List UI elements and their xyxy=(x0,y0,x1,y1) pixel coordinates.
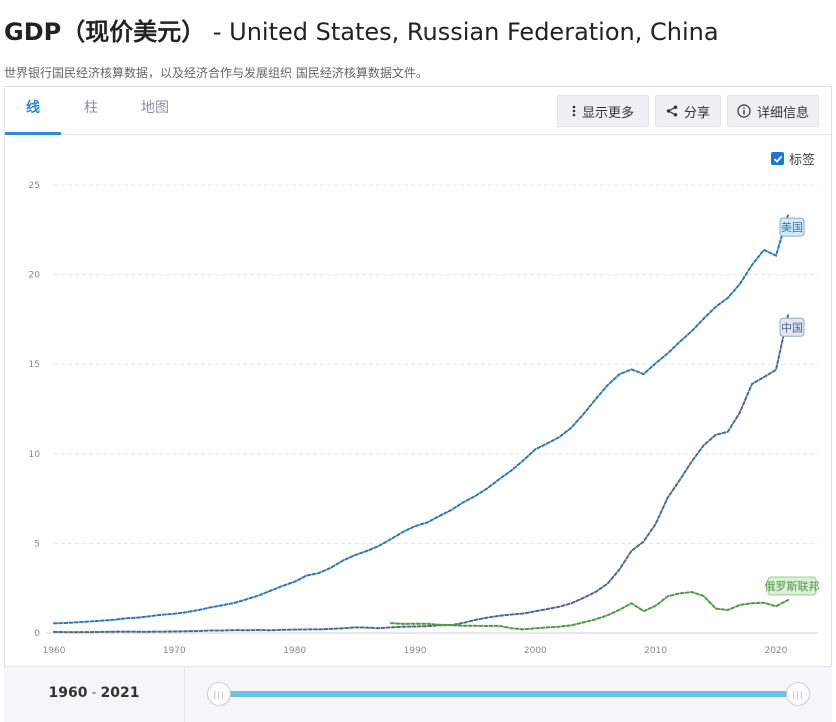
tab-line[interactable]: 线 xyxy=(5,87,61,135)
year-slider-start-handle[interactable]: ||| xyxy=(207,682,231,706)
view-tabs: 线 柱 地图 显示更多 分享 详细信息 xyxy=(5,87,831,135)
label-toggle[interactable]: 标签 xyxy=(771,149,815,168)
chart-panel: 线 柱 地图 显示更多 分享 详细信息 标签 0 5 10 15 20 25 1960 197… xyxy=(4,86,832,722)
y-tick-label: 20 xyxy=(29,271,41,281)
x-tick-label: 2020 xyxy=(765,646,788,656)
range-start: 1960 xyxy=(48,685,88,701)
y-tick-label: 5 xyxy=(34,539,40,549)
info-icon xyxy=(737,104,751,118)
series-line-1 xyxy=(53,314,789,634)
year-slider-track[interactable] xyxy=(220,691,796,697)
y-tick-label: 25 xyxy=(29,181,40,191)
show-more-button[interactable]: 显示更多 xyxy=(557,95,649,127)
x-tick-label: 1970 xyxy=(163,646,186,656)
y-tick-label: 15 xyxy=(29,360,40,370)
series-line-0 xyxy=(53,214,789,625)
grip-icon: ||| xyxy=(792,689,804,699)
details-button[interactable]: 详细信息 xyxy=(727,95,819,127)
tab-map[interactable]: 地图 xyxy=(141,100,169,116)
series-tag-box-1 xyxy=(779,317,805,337)
x-tick-label: 2000 xyxy=(524,646,547,656)
range-footer: 1960-2021 ||| ||| xyxy=(4,666,832,722)
x-tick-label: 2010 xyxy=(644,646,667,656)
label-toggle-text: 标签 xyxy=(789,153,816,168)
year-range: 1960-2021 xyxy=(4,667,185,722)
checkmark-icon xyxy=(773,155,782,163)
page-title-countries: - United States, Russian Federation, Chi… xyxy=(205,18,719,46)
page-title: GDP（现价美元） - United States, Russian Feder… xyxy=(4,12,719,47)
x-tick-label: 1980 xyxy=(283,646,306,656)
series-tag-box-2 xyxy=(767,576,817,596)
series-tag-label-0: 美国 xyxy=(781,221,803,234)
range-end: 2021 xyxy=(100,685,140,701)
source-note: 世界银行国民经济核算数据，以及经济合作与发展组织 国民经济核算数据文件。 xyxy=(4,66,428,80)
series-tag-label-1: 中国 xyxy=(781,321,803,334)
share-label: 分享 xyxy=(683,105,710,121)
grip-icon: ||| xyxy=(213,689,225,699)
range-separator: - xyxy=(91,685,97,701)
tab-bar[interactable]: 柱 xyxy=(84,100,98,116)
year-slider-end-handle[interactable]: ||| xyxy=(786,682,810,706)
share-button[interactable]: 分享 xyxy=(655,95,721,127)
details-label: 详细信息 xyxy=(756,105,809,121)
series-tag-label-2: 俄罗斯联邦 xyxy=(765,580,820,593)
label-checkbox[interactable] xyxy=(771,152,784,165)
share-icon xyxy=(666,105,678,117)
page-title-indicator: GDP（现价美元） xyxy=(4,18,206,46)
y-tick-label: 10 xyxy=(29,450,41,460)
x-tick-label: 1960 xyxy=(43,646,66,656)
chart-area: 标签 0 5 10 15 20 25 1960 1970 1980 1990 2000 2010 202… xyxy=(5,135,831,667)
more-vertical-icon xyxy=(572,105,576,117)
x-tick-label: 1990 xyxy=(404,646,427,656)
series-line-2 xyxy=(389,590,789,631)
line-chart: 0 5 10 15 20 25 1960 1970 1980 1990 2000 2010 2020 美国… xyxy=(29,181,820,656)
series-tag-box-0 xyxy=(779,217,805,237)
y-tick-label: 0 xyxy=(34,629,40,639)
show-more-label: 显示更多 xyxy=(581,105,634,121)
